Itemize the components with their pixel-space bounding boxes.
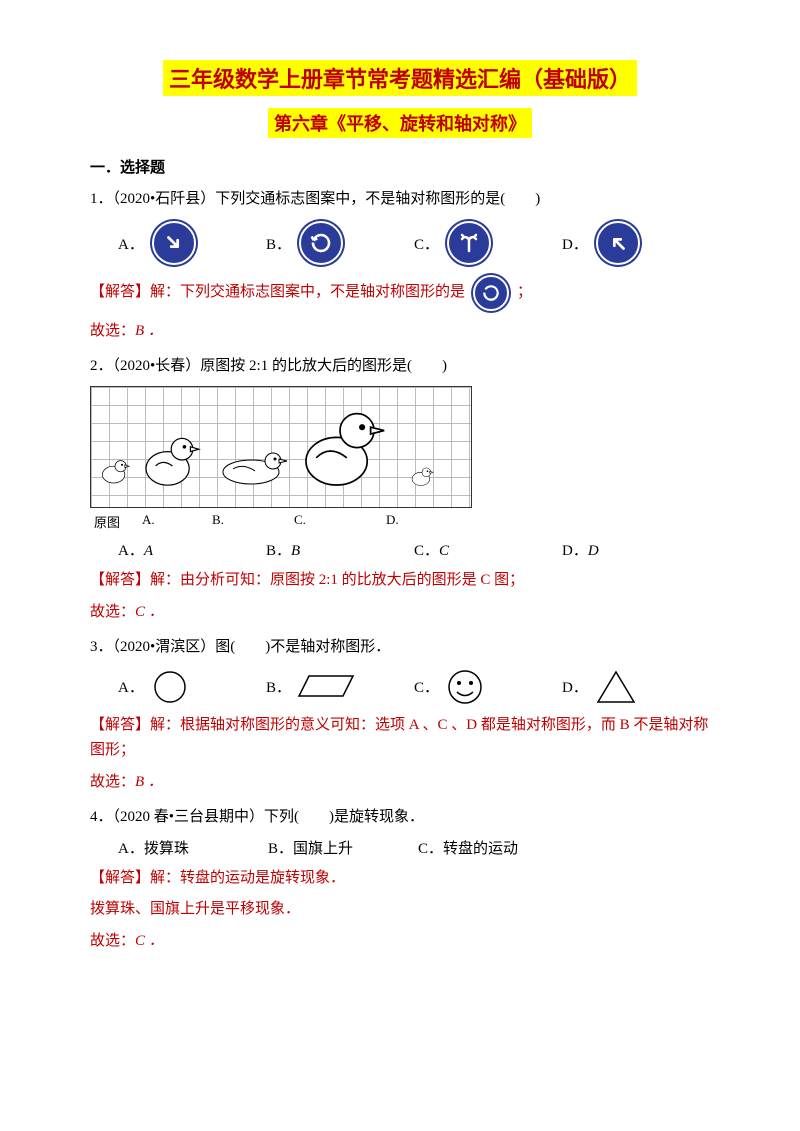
q1-opt-b-label: B． [266, 233, 291, 254]
q1-opt-a-label: A． [118, 233, 144, 254]
q3-answer: 故选：B ． [90, 770, 710, 791]
q2-fig-d: D. [386, 512, 399, 531]
section-heading: 一．选择题 [90, 156, 710, 177]
q2-fig-c: C. [294, 512, 386, 531]
document-page: 三年级数学上册章节常考题精选汇编（基础版） 第六章《平移、旋转和轴对称》 一．选… [0, 0, 800, 1004]
q4-source: （2020 春•三台县期中） [113, 809, 265, 825]
q2-optb-label: B． [266, 543, 291, 559]
q4-opt-c: C．转盘的运动 [418, 837, 618, 858]
q2-opt-a: A．A [118, 539, 266, 560]
q3-source: （2020•渭滨区） [113, 639, 216, 655]
q3-explanation: 【解答】解：根据轴对称图形的意义可知：选项 A 、C 、D 都是轴对称图形，而 … [90, 713, 710, 764]
q4-options: A．拨算珠 B．国旗上升 C．转盘的运动 [118, 837, 710, 858]
q2-options: A．A B．B C．C D．D [118, 539, 710, 560]
q3-num: 3． [90, 639, 113, 655]
q2-num: 2． [90, 358, 113, 374]
q4-opta-val: 拨算珠 [144, 841, 189, 857]
question-3: 3．（2020•渭滨区）图( )不是轴对称图形． [90, 635, 710, 659]
q2-answer-val: C ． [135, 604, 164, 620]
q3-answer-val: B ． [135, 774, 163, 790]
q2-optd-val: D [588, 543, 599, 559]
q1-opt-c: C． [414, 219, 562, 267]
q4-answer: 故选：C ． [90, 929, 710, 950]
q1-options: A． B． C． D． [118, 219, 710, 267]
q1-opt-d: D． [562, 219, 710, 267]
q1-source: （2020•石阡县） [113, 191, 216, 207]
q2-fig-b: B. [212, 512, 294, 531]
question-1: 1．（2020•石阡县）下列交通标志图案中，不是轴对称图形的是( ) [90, 187, 710, 211]
q1-explanation: 【解答】解：下列交通标志图案中，不是轴对称图形的是 ； [90, 273, 710, 313]
q2-answer-prefix: 故选： [90, 604, 135, 620]
q2-fig-orig: 原图 [94, 512, 142, 531]
q2-source: （2020•长春） [113, 358, 201, 374]
q4-optb-val: 国旗上升 [293, 841, 353, 857]
q2-fig-a: A. [142, 512, 212, 531]
q3-options: A． B． C． D． [118, 667, 710, 707]
q3-text: 图( )不是轴对称图形． [215, 639, 390, 655]
fork-sign-icon [445, 219, 493, 267]
arrow-up-left-sign-icon [594, 219, 642, 267]
q1-answer: 故选：B ． [90, 319, 710, 340]
q1-answer-val: B ． [135, 323, 163, 339]
q2-opt-d: D．D [562, 539, 710, 560]
arrow-down-right-sign-icon [150, 219, 198, 267]
q2-explanation: 【解答】解：由分析可知：原图按 2:1 的比放大后的图形是 C 图； [90, 568, 710, 594]
subtitle-row: 第六章《平移、旋转和轴对称》 [90, 108, 710, 138]
q2-opta-label: A． [118, 543, 144, 559]
q4-optb-label: B． [268, 841, 293, 857]
q2-text: 原图按 2:1 的比放大后的图形是( ) [200, 358, 447, 374]
q4-num: 4． [90, 809, 113, 825]
q4-answer-val: C ． [135, 933, 164, 949]
q1-num: 1． [90, 191, 113, 207]
q2-optc-val: C [439, 543, 449, 559]
q2-optc-label: C． [414, 543, 439, 559]
q4-explanation-2: 拨算珠、国旗上升是平移现象． [90, 897, 710, 923]
roundabout-sign-inline-icon [471, 273, 511, 313]
q4-optc-label: C． [418, 841, 443, 857]
roundabout-sign-icon [297, 219, 345, 267]
q3-opt-c: C． [414, 667, 562, 707]
q3-answer-prefix: 故选： [90, 774, 135, 790]
parallelogram-shape-icon [297, 672, 357, 702]
title-row: 三年级数学上册章节常考题精选汇编（基础版） [90, 60, 710, 96]
q2-answer: 故选：C ． [90, 600, 710, 621]
q3-opt-b: B． [266, 672, 414, 702]
q2-figure [90, 386, 472, 508]
q2-optd-label: D． [562, 543, 588, 559]
chapter-subtitle: 第六章《平移、旋转和轴对称》 [268, 108, 532, 138]
main-title: 三年级数学上册章节常考题精选汇编（基础版） [163, 60, 637, 96]
question-4: 4．（2020 春•三台县期中）下列( )是旋转现象． [90, 805, 710, 829]
question-2: 2．（2020•长春）原图按 2:1 的比放大后的图形是( ) [90, 354, 710, 378]
smiley-face-icon [445, 667, 485, 707]
q1-explain-prefix: 【解答】解：下列交通标志图案中，不是轴对称图形的是 [90, 280, 465, 306]
q1-opt-d-label: D． [562, 233, 588, 254]
q1-opt-a: A． [118, 219, 266, 267]
ducks-illustration-icon [91, 387, 471, 507]
q3-optc-label: C． [414, 676, 439, 697]
q1-opt-c-label: C． [414, 233, 439, 254]
circle-shape-icon [150, 667, 190, 707]
q4-answer-prefix: 故选： [90, 933, 135, 949]
q2-optb-val: B [291, 543, 300, 559]
triangle-shape-icon [594, 668, 638, 706]
q3-optd-label: D． [562, 676, 588, 697]
q1-answer-prefix: 故选： [90, 323, 135, 339]
q4-opt-b: B．国旗上升 [268, 837, 418, 858]
q3-opt-a: A． [118, 667, 266, 707]
q4-optc-val: 转盘的运动 [443, 841, 518, 857]
q4-opta-label: A． [118, 841, 144, 857]
q2-figure-labels: 原图 A. B. C. D. [90, 512, 474, 531]
q3-opt-d: D． [562, 668, 710, 706]
q2-opt-b: B．B [266, 539, 414, 560]
q1-explain-suffix: ； [517, 280, 532, 306]
q3-opta-label: A． [118, 676, 144, 697]
q3-optb-label: B． [266, 676, 291, 697]
q1-text: 下列交通标志图案中，不是轴对称图形的是( ) [215, 191, 540, 207]
q4-explanation-1: 【解答】解：转盘的运动是旋转现象． [90, 866, 710, 892]
q2-opt-c: C．C [414, 539, 562, 560]
q4-opt-a: A．拨算珠 [118, 837, 268, 858]
q4-text: 下列( )是旋转现象． [264, 809, 424, 825]
q2-opta-val: A [144, 543, 153, 559]
q1-opt-b: B． [266, 219, 414, 267]
